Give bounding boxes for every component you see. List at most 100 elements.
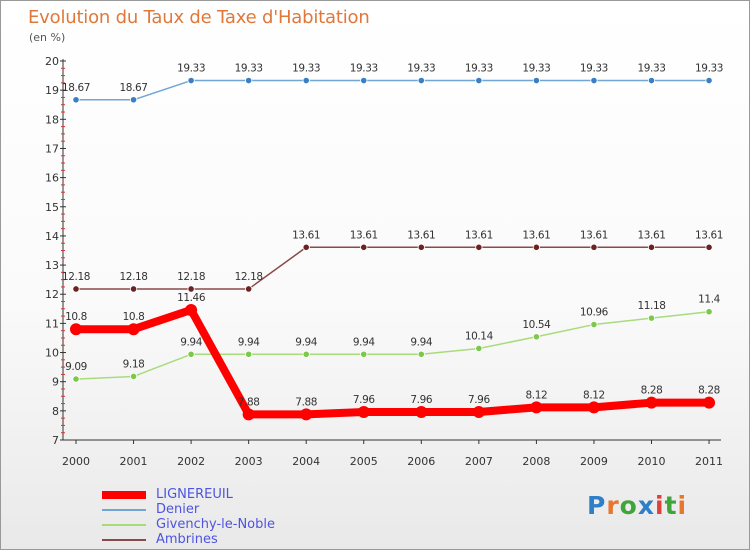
data-point (129, 285, 138, 293)
legend-label: Denier (156, 502, 200, 517)
data-point (127, 323, 140, 336)
legend-swatch (102, 490, 146, 499)
legend-swatch (102, 538, 146, 541)
data-label: 9.94 (180, 336, 202, 348)
data-point (647, 314, 656, 322)
data-point (417, 243, 425, 251)
legend-item: Ambrines (102, 532, 275, 547)
data-label: 7.96 (410, 394, 432, 406)
x-tick-label: 2000 (62, 455, 90, 468)
data-point (72, 96, 80, 104)
data-point (530, 401, 543, 414)
logo-letter: o (619, 491, 638, 520)
data-point (645, 396, 658, 409)
logo-letter: t (664, 491, 678, 520)
data-point (70, 323, 82, 336)
data-label: 11.4 (698, 294, 720, 306)
data-label: 11.18 (637, 300, 665, 312)
x-tick-label: 2007 (465, 455, 493, 468)
data-label: 11.46 (177, 292, 206, 304)
x-tick-label: 2011 (695, 455, 723, 468)
data-label: 10.54 (522, 319, 551, 331)
data-label: 19.33 (177, 63, 205, 75)
y-tick-label: 16 (45, 172, 59, 185)
data-point (242, 408, 255, 421)
data-label: 12.18 (235, 271, 263, 283)
y-tick-label: 11 (45, 317, 59, 330)
data-label: 13.61 (522, 229, 550, 241)
y-tick-label: 18 (45, 113, 59, 126)
data-point (245, 76, 253, 85)
x-tick-label: 2010 (638, 455, 666, 468)
data-label: 19.33 (580, 63, 608, 75)
legend-item: Givenchy-le-Noble (102, 517, 275, 532)
series-line (75, 246, 710, 290)
chart-subtitle: (en %) (29, 31, 66, 44)
data-point (475, 344, 483, 353)
data-point (245, 285, 253, 293)
legend-swatch (102, 508, 146, 511)
data-label: 9.18 (123, 358, 145, 370)
y-tick-label: 15 (45, 201, 59, 214)
x-tick-label: 2002 (177, 455, 205, 468)
data-label: 7.96 (468, 394, 490, 406)
y-tick-label: 9 (52, 376, 59, 389)
data-label: 7.88 (295, 396, 317, 408)
data-label: 19.33 (292, 63, 320, 75)
data-point (360, 350, 368, 358)
legend-label: LIGNEREUIL (156, 487, 233, 502)
data-point (590, 243, 598, 251)
data-label: 9.94 (410, 336, 432, 348)
data-label: 13.61 (292, 229, 320, 241)
logo-letter: P (587, 491, 607, 520)
y-tick-label: 10 (45, 347, 59, 360)
data-point (647, 76, 656, 85)
data-label: 10.96 (580, 307, 609, 319)
data-point (475, 243, 483, 251)
chart-title: Evolution du Taux de Taxe d'Habitation (28, 7, 370, 28)
data-point (300, 408, 313, 421)
series-line (75, 79, 710, 101)
data-label: 12.18 (120, 271, 148, 283)
y-tick-label: 7 (52, 434, 59, 447)
legend-swatch (102, 523, 146, 526)
legend-label: Ambrines (156, 532, 218, 547)
data-point (647, 243, 656, 251)
data-label: 10.14 (465, 330, 494, 342)
data-point (360, 243, 368, 251)
data-point (532, 243, 541, 251)
y-tick-label: 12 (45, 288, 59, 301)
legend-label: Givenchy-le-Noble (156, 517, 275, 532)
logo-letter: i (677, 491, 688, 520)
logo-letter: x (637, 491, 655, 520)
data-label: 8.28 (641, 385, 663, 397)
data-point (302, 350, 310, 358)
data-label: 19.33 (407, 63, 435, 75)
legend-item: Denier (102, 502, 275, 517)
x-tick-label: 2009 (580, 455, 608, 468)
y-tick-label: 17 (45, 142, 59, 155)
data-point (187, 350, 195, 358)
y-tick-label: 8 (52, 405, 59, 418)
legend: LIGNEREUIL Denier Givenchy-le-Noble Ambrine… (102, 487, 275, 547)
data-label: 13.61 (637, 229, 665, 241)
data-point (72, 375, 80, 383)
data-point (187, 285, 195, 293)
data-point (302, 76, 310, 85)
y-tick-label: 13 (45, 259, 59, 272)
data-point (705, 243, 713, 251)
data-label: 9.94 (353, 336, 375, 348)
data-label: 19.33 (522, 63, 550, 75)
data-point (245, 350, 253, 358)
data-label: 10.8 (123, 311, 145, 323)
data-label: 18.67 (120, 82, 148, 94)
data-point (302, 243, 310, 251)
data-point (472, 406, 485, 419)
data-label: 7.88 (238, 396, 260, 408)
data-point (587, 401, 600, 414)
data-point (360, 76, 368, 85)
x-tick-label: 2004 (292, 455, 320, 468)
data-point (129, 96, 138, 104)
data-point (72, 285, 80, 293)
